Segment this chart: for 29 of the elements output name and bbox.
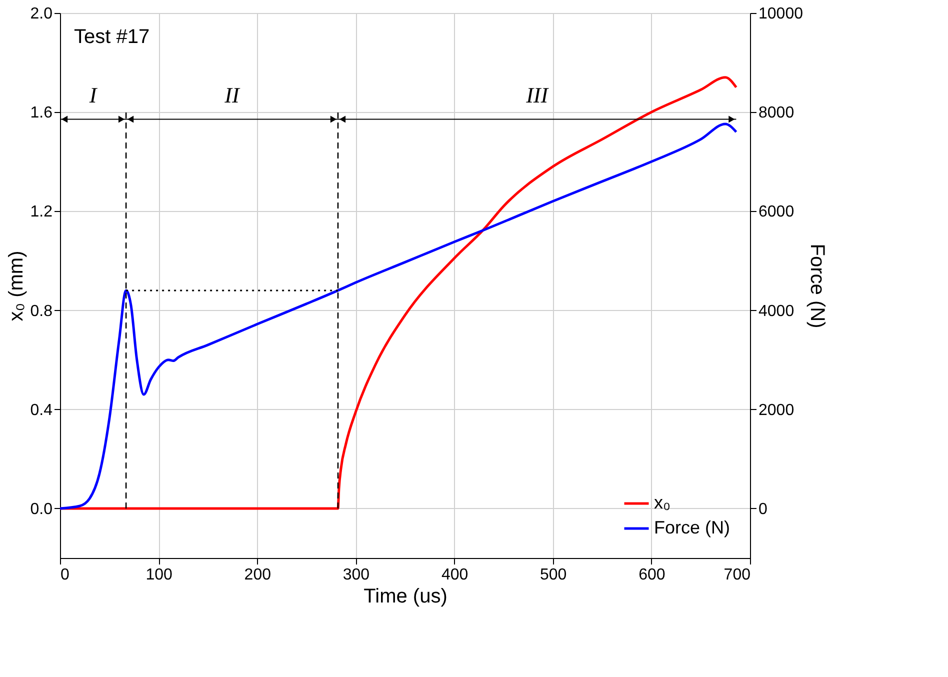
y-tick-label: 1.6 <box>30 104 53 122</box>
y-tick-label: 1.2 <box>30 204 53 221</box>
x-tick-label: 700 <box>724 566 751 584</box>
legend-label: Force (N) <box>654 518 730 538</box>
y2-tick-label: 4000 <box>758 302 794 320</box>
annotation: Test #17 <box>74 26 150 48</box>
annotation: I <box>88 82 98 108</box>
legend-label: x₀ <box>654 492 670 512</box>
y2-tick-label: 2000 <box>758 402 794 419</box>
y2-tick-label: 10000 <box>758 6 804 22</box>
y-tick-label: 0.8 <box>30 302 53 320</box>
annotation: III <box>525 82 550 108</box>
y-tick-label: 2.0 <box>30 6 53 22</box>
y2-tick-label: 6000 <box>758 204 794 221</box>
y2-axis-title: Force (N) <box>806 244 828 328</box>
annotation: II <box>224 82 242 108</box>
x-tick-label: 300 <box>342 566 370 584</box>
y2-tick-label: 8000 <box>758 104 794 122</box>
x-tick-label: 100 <box>146 566 173 584</box>
x-tick-label: 500 <box>540 566 567 584</box>
y-tick-label: 0.0 <box>30 500 53 518</box>
y2-tick-label: 0 <box>758 500 768 518</box>
y-tick-label: 0.4 <box>30 402 53 419</box>
x-tick-label: 400 <box>441 566 468 584</box>
x-tick-label: 0 <box>60 566 70 584</box>
y-axis-title: x₀ (mm) <box>5 250 28 322</box>
x-axis-title: Time (us) <box>364 586 448 608</box>
x-tick-label: 200 <box>244 566 272 584</box>
x-tick-label: 600 <box>638 566 666 584</box>
